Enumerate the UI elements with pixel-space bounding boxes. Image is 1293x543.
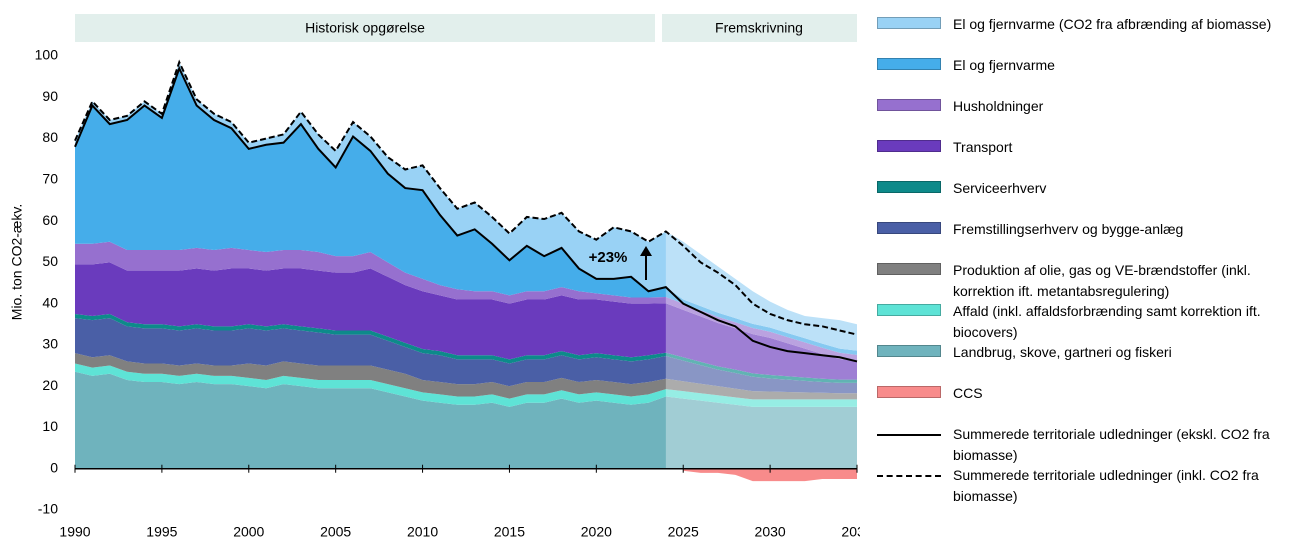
- x-tick-label: 2035: [841, 524, 860, 540]
- area: [75, 313, 857, 383]
- legend-label: Landbrug, skove, gartneri og fiskeri: [953, 344, 1172, 360]
- legend-swatch: [877, 181, 941, 193]
- legend-swatch: [877, 140, 941, 152]
- y-tick-label: 30: [42, 336, 58, 352]
- legend-swatch: [877, 304, 941, 316]
- legend-label: Transport: [953, 139, 1013, 155]
- y-tick-label: 10: [42, 418, 58, 434]
- y-tick-label: 60: [42, 212, 58, 228]
- x-tick-label: 1990: [59, 524, 90, 540]
- x-tick-label: 2020: [581, 524, 612, 540]
- y-tick-label: 90: [42, 88, 58, 104]
- legend-swatch: [877, 263, 941, 275]
- header: Fremskrivning: [715, 20, 803, 36]
- area: [75, 68, 857, 355]
- legend-swatch: [877, 475, 941, 477]
- legend-label: Husholdninger: [953, 98, 1044, 114]
- legend-swatch: [877, 345, 941, 357]
- x-tick-label: 2030: [755, 524, 786, 540]
- x-tick-label: 2015: [494, 524, 525, 540]
- legend-swatch: [877, 99, 941, 111]
- legend-label: Summerede territoriale udledninger (inkl…: [953, 467, 1259, 504]
- y-axis-label: Mio. ton CO2-ækv.: [9, 204, 25, 320]
- area: [75, 363, 857, 407]
- header-bg: [75, 14, 655, 42]
- x-tick-label: 2005: [320, 524, 351, 540]
- legend-label: Affald (inkl. affaldsforbrænding samt ko…: [953, 303, 1261, 340]
- chart: Historisk opgørelse Fremskrivning Mio. t…: [9, 14, 873, 540]
- legend-swatch: [877, 58, 941, 70]
- area: [75, 262, 857, 380]
- header-bg: [662, 14, 857, 42]
- legend-swatch: [877, 386, 941, 398]
- legend-swatch: [877, 17, 941, 29]
- annotation-arrowhead: [640, 246, 652, 256]
- legend-label: Fremstillingserhverv og bygge-anlæg: [953, 221, 1184, 237]
- total-line: [74, 59, 858, 336]
- y-tick-label: 40: [42, 294, 58, 310]
- x-tick-label: 1995: [146, 524, 177, 540]
- legend-swatch: [877, 434, 941, 436]
- legend-label: El og fjernvarme (CO2 fra afbrænding af …: [953, 16, 1272, 32]
- area: [75, 353, 857, 400]
- annotation: +23%: [589, 249, 628, 266]
- header: Historisk opgørelse: [305, 20, 425, 36]
- total-line: [74, 65, 858, 363]
- legend-label: El og fjernvarme: [953, 57, 1055, 73]
- y-tick-label: -10: [38, 501, 58, 517]
- y-tick-label: 50: [42, 253, 58, 269]
- x-tick-label: 2010: [407, 524, 438, 540]
- x-tick-label: 2025: [668, 524, 699, 540]
- legend-label: CCS: [953, 385, 983, 401]
- y-tick-label: 0: [50, 459, 58, 475]
- projection-fade: [665, 56, 857, 469]
- y-tick-label: 20: [42, 377, 58, 393]
- legend-label: Produktion af olie, gas og VE-brændstoff…: [953, 262, 1251, 299]
- legend-label: Summerede territoriale udledninger (eksk…: [953, 426, 1270, 463]
- area: [75, 318, 857, 394]
- ccs-area: [683, 468, 857, 482]
- plot: [74, 56, 858, 482]
- area: [75, 371, 857, 469]
- y-tick-label: 80: [42, 129, 58, 145]
- y-tick-label: 70: [42, 171, 58, 187]
- x-tick-label: 2000: [233, 524, 264, 540]
- legend-swatch: [877, 222, 941, 234]
- area: [75, 241, 857, 362]
- y-tick-label: 100: [35, 47, 59, 63]
- legend-label: Serviceerhverv: [953, 180, 1047, 196]
